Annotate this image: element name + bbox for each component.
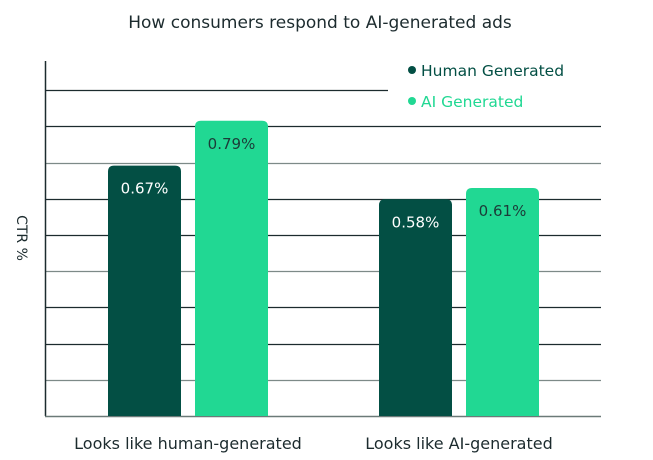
bars: 0.67% 0.79% 0.58% 0.61% xyxy=(108,120,539,416)
legend-marker xyxy=(408,97,416,105)
data-label: 0.67% xyxy=(121,180,169,198)
bar-ai-generated xyxy=(195,120,268,416)
data-label: 0.79% xyxy=(208,135,256,153)
x-tick-label: Looks like human-generated xyxy=(74,434,302,453)
data-label: 0.58% xyxy=(392,213,440,231)
bar-human-generated xyxy=(108,165,181,416)
legend-background xyxy=(388,58,603,118)
data-label: 0.61% xyxy=(479,202,527,220)
x-tick-label: Looks like AI-generated xyxy=(365,434,553,453)
chart-title: How consumers respond to AI-generated ad… xyxy=(128,13,512,33)
bar-human-generated xyxy=(379,199,452,416)
y-axis-label: CTR % xyxy=(13,215,29,261)
legend-label: Human Generated xyxy=(421,62,564,80)
legend-marker xyxy=(408,66,416,74)
legend-label: AI Generated xyxy=(421,93,523,111)
bar-ai-generated xyxy=(466,188,539,416)
x-tick-labels: Looks like human-generated Looks like AI-… xyxy=(74,434,553,453)
legend: Human Generated AI Generated xyxy=(388,58,603,118)
